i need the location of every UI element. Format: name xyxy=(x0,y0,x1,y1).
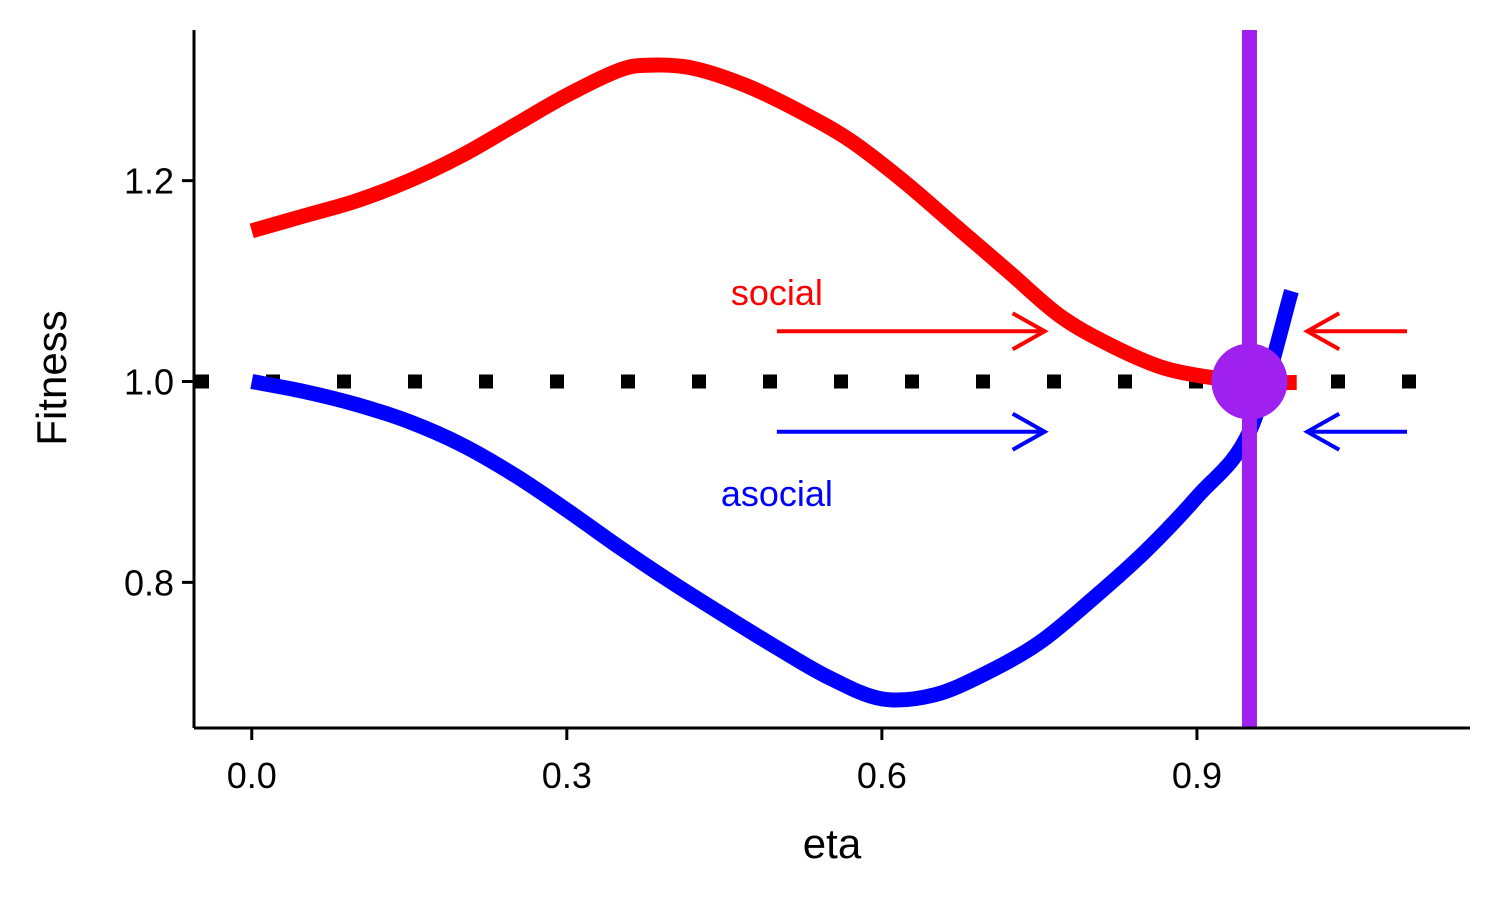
series-line-asocial xyxy=(250,288,1299,708)
x-tick-label: 0.3 xyxy=(542,755,592,796)
x-tick-label: 0.9 xyxy=(1172,755,1222,796)
x-tick-label: 0.6 xyxy=(857,755,907,796)
y-ticks: 0.8 1.0 1.2 xyxy=(124,161,194,603)
x-tick-label: 0.0 xyxy=(227,755,277,796)
arrow-head xyxy=(1011,411,1049,452)
y-tick-label: 1.2 xyxy=(124,161,174,202)
direction-arrow xyxy=(1303,311,1407,352)
arrow-head xyxy=(1303,411,1341,452)
x-axis-label: eta xyxy=(803,820,862,867)
direction-arrow xyxy=(1303,411,1407,452)
direction-arrow xyxy=(776,411,1049,452)
x-ticks: 0.0 0.3 0.6 0.9 xyxy=(227,728,1222,796)
series-line-social xyxy=(249,57,1297,391)
y-tick-label: 1.0 xyxy=(124,362,174,403)
plot-marks: social asocial xyxy=(194,30,1440,728)
annotation-asocial: asocial xyxy=(721,473,833,514)
axes: 0.0 0.3 0.6 0.9 0.8 1.0 1.2 xyxy=(124,30,1470,796)
equilibrium-point xyxy=(1211,343,1288,420)
y-axis-label: Fitness xyxy=(28,310,75,445)
y-tick-label: 0.8 xyxy=(124,562,174,603)
arrow-head xyxy=(1303,311,1341,352)
direction-arrow xyxy=(776,311,1049,352)
arrow-head xyxy=(1011,311,1049,352)
annotation-social: social xyxy=(731,272,823,313)
